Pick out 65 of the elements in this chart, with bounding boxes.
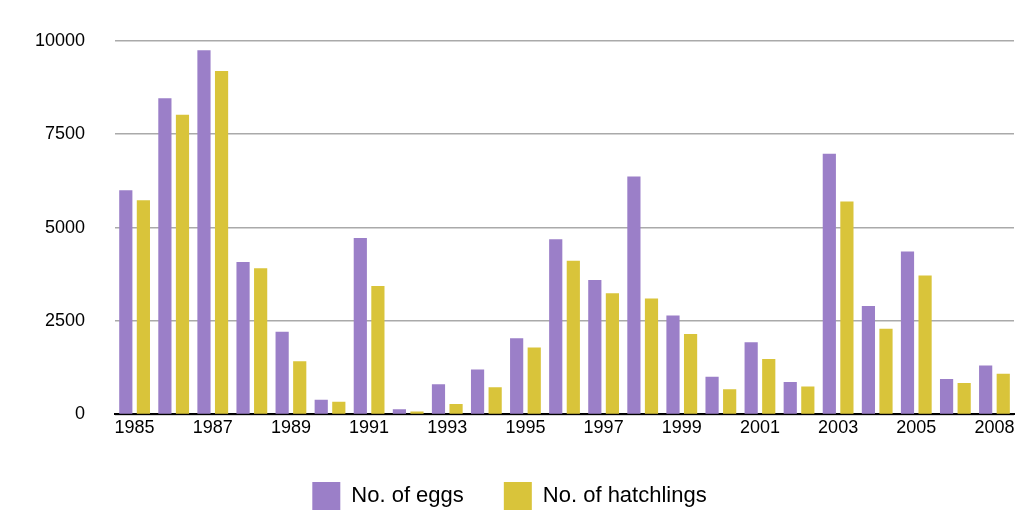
bar (801, 386, 815, 414)
bar (683, 334, 698, 414)
bar (410, 411, 424, 414)
legend-label: No. of eggs (351, 482, 464, 508)
bar (723, 389, 737, 414)
bar (158, 98, 172, 414)
x-tick-label: 2008 (974, 417, 1015, 438)
bar (840, 201, 854, 414)
bar (762, 359, 776, 414)
bar (879, 328, 893, 414)
bar (605, 293, 619, 414)
bar (353, 238, 367, 414)
bar (566, 260, 580, 414)
bar (431, 384, 446, 414)
bar (861, 306, 876, 414)
bar (293, 361, 307, 414)
bar (470, 369, 485, 414)
bar (783, 381, 797, 414)
x-tick-label: 2001 (739, 417, 780, 438)
bar (488, 387, 502, 414)
bar (996, 373, 1010, 414)
x-tick-label: 2003 (818, 417, 859, 438)
y-tick-label: 7500 (45, 123, 86, 144)
bar (527, 347, 541, 414)
x-tick-label: 1989 (270, 417, 311, 438)
bar (314, 399, 328, 414)
bar (627, 176, 641, 414)
bar (900, 251, 915, 414)
legend-label: No. of hatchlings (542, 482, 707, 508)
bar (510, 338, 524, 414)
bar (236, 261, 250, 414)
bar (175, 114, 190, 414)
bar (939, 378, 954, 414)
bar (275, 331, 289, 414)
x-tick-label: 1993 (427, 417, 468, 438)
x-tick-label: 2005 (896, 417, 937, 438)
bar (549, 239, 563, 414)
bar (957, 383, 971, 414)
x-tick-label: 1995 (505, 417, 546, 438)
y-tick-label: 2500 (45, 309, 86, 330)
bar (822, 153, 836, 414)
bar (918, 275, 932, 414)
y-tick-label: 10000 (34, 29, 86, 50)
bar (214, 71, 229, 414)
bar (332, 401, 346, 414)
y-tick-label: 5000 (45, 216, 86, 237)
bar (119, 190, 133, 414)
x-tick-label: 1985 (114, 417, 155, 438)
bar (644, 298, 659, 414)
bar (392, 409, 406, 414)
bar (744, 342, 758, 414)
bar (979, 365, 993, 414)
bar (136, 200, 150, 414)
bar (197, 50, 211, 414)
bar (588, 279, 602, 414)
bar (254, 268, 268, 414)
bar (705, 376, 719, 414)
x-tick-label: 1991 (349, 417, 390, 438)
bar (666, 315, 680, 414)
x-tick-label: 1999 (661, 417, 702, 438)
bar (371, 285, 385, 414)
bar (449, 403, 463, 414)
y-tick-label: 0 (75, 403, 86, 424)
x-tick-label: 1997 (583, 417, 624, 438)
x-tick-label: 1987 (192, 417, 233, 438)
